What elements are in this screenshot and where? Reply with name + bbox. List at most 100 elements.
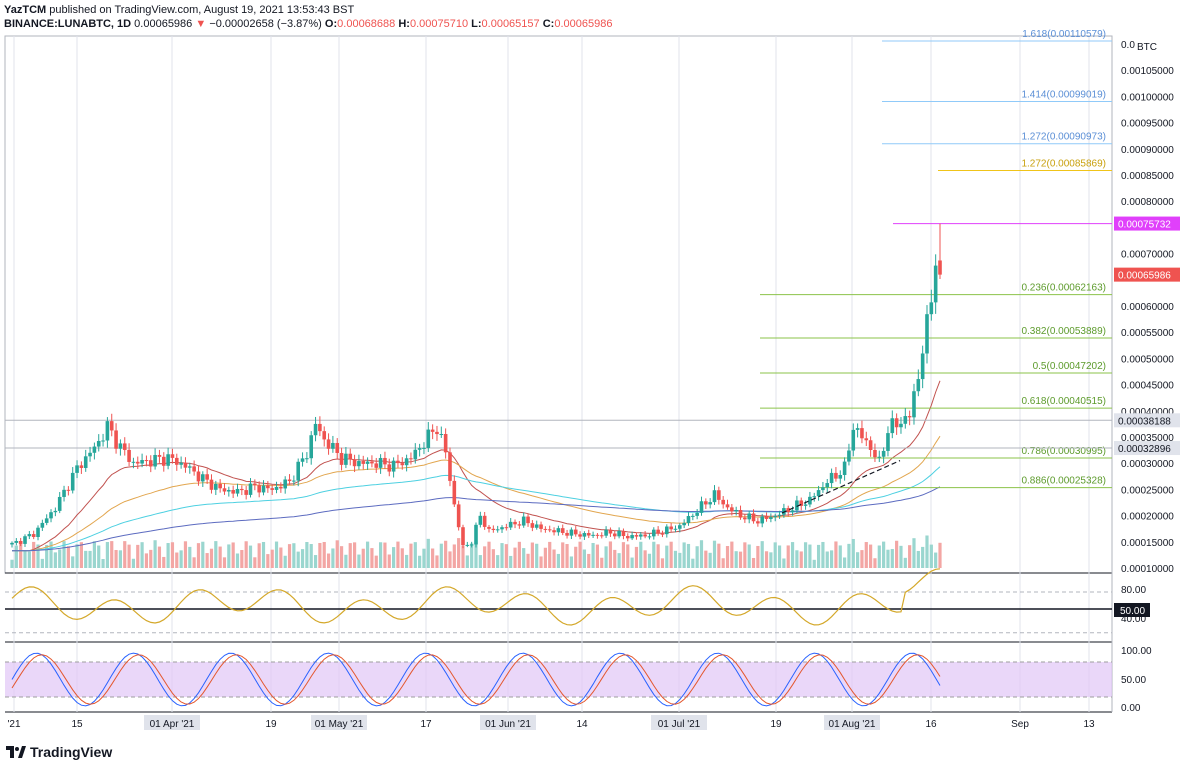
- candle-body: [309, 435, 314, 459]
- candle-body: [222, 488, 227, 492]
- candle-body: [465, 544, 470, 546]
- candle-body: [721, 499, 725, 505]
- y-tick-label: 0.00010000: [1121, 564, 1174, 575]
- price-badge-label: 0.00065986: [1118, 271, 1171, 282]
- candle-body: [756, 521, 760, 524]
- volume-bar: [40, 558, 44, 568]
- volume-bar: [569, 556, 574, 568]
- price-badge: [1114, 216, 1180, 231]
- volume-bar: [27, 551, 31, 568]
- candle-body: [482, 515, 487, 527]
- candle-body: [855, 428, 860, 430]
- candle-body: [235, 488, 240, 494]
- candle-body: [352, 459, 357, 467]
- fib-level-label: 1.618(0.00110579): [1022, 29, 1106, 40]
- rsi-badge: [1114, 603, 1150, 617]
- fib-level-label: 1.272(0.00085869): [1021, 158, 1106, 169]
- y-tick-label: 0.00025000: [1121, 485, 1174, 496]
- volume-bar: [730, 541, 734, 568]
- volume-bar: [882, 541, 886, 568]
- symbol-label[interactable]: BINANCE:LUNABTC, 1D: [4, 18, 132, 30]
- volume-bar: [45, 544, 49, 568]
- candle-body: [435, 431, 439, 435]
- volume-bar: [782, 558, 786, 568]
- candle-body: [244, 490, 248, 495]
- volume-bar: [738, 551, 743, 568]
- ohlc-line: BINANCE:LUNABTC, 1D 0.00065986 ▼ −0.0000…: [4, 17, 612, 31]
- y-tick-label: 0.00040000: [1121, 407, 1174, 418]
- candle-body: [383, 457, 387, 465]
- volume-bar: [274, 541, 279, 568]
- volume-bar: [418, 555, 422, 568]
- candle-body: [894, 418, 899, 428]
- candle-body: [461, 527, 465, 546]
- volume-bar: [829, 550, 834, 568]
- y-tick-label: 0.00055000: [1121, 328, 1174, 339]
- stoch-band: [5, 662, 1112, 697]
- stoch-level-label: 50.00: [1121, 675, 1146, 686]
- fib-level-label: 1.272(0.00090973): [1021, 132, 1106, 143]
- candle-body: [534, 524, 539, 528]
- volume-bar: [439, 543, 443, 568]
- volume-bar: [895, 540, 899, 568]
- candle-body: [873, 449, 877, 458]
- volume-bar: [647, 553, 652, 568]
- volume-bar: [409, 543, 413, 568]
- x-tick-label: '21: [7, 719, 20, 730]
- candle-body: [14, 540, 19, 543]
- volume-bar: [66, 546, 70, 568]
- candle-body: [829, 472, 834, 484]
- fib-level-label: 0.618(0.00040515): [1021, 396, 1106, 407]
- candle-body: [387, 464, 392, 472]
- y-tick-label: 0.00020000: [1121, 512, 1174, 523]
- y-tick-label: 0.00100000: [1121, 92, 1174, 103]
- candle-body: [612, 533, 617, 537]
- volume-bar: [526, 553, 530, 568]
- volume-bar: [75, 544, 79, 568]
- trend-line: [781, 460, 901, 514]
- x-tick-label: 13: [1083, 719, 1095, 730]
- close-label: C:: [542, 18, 555, 30]
- volume-bar: [925, 535, 929, 568]
- price-badge: [1114, 267, 1180, 282]
- candle-body: [31, 534, 36, 537]
- y-tick-label: 0.00105000: [1121, 66, 1174, 77]
- volume-bar: [491, 549, 495, 568]
- candle-body: [634, 535, 639, 537]
- candle-body: [409, 458, 413, 460]
- candle-body: [135, 461, 140, 464]
- candle-body: [673, 528, 678, 530]
- volume-bar: [136, 544, 140, 568]
- volume-bar: [530, 542, 534, 568]
- candle-body: [261, 485, 266, 493]
- x-tick-label: 19: [770, 719, 782, 730]
- volume-bar: [101, 559, 105, 568]
- fib-level-label: 0.382(0.00053889): [1021, 326, 1106, 337]
- author[interactable]: YazTCM: [4, 4, 47, 16]
- price-badge-label: 0.00038188: [1118, 416, 1171, 427]
- volume-bar: [188, 546, 192, 568]
- candle-body: [361, 461, 366, 464]
- candle-body: [287, 479, 292, 482]
- volume-bar: [331, 548, 335, 568]
- candle-body: [166, 454, 170, 466]
- stoch-level-label: 0.00: [1121, 703, 1141, 714]
- tradingview-logo[interactable]: TradingView: [6, 744, 112, 760]
- candle-body: [717, 490, 721, 500]
- rsi-badge-label: 50.00: [1120, 606, 1145, 617]
- candle-body: [860, 428, 864, 439]
- candle-body: [218, 483, 222, 489]
- open-value: 0.00068688: [337, 18, 396, 30]
- candle-body: [552, 530, 556, 533]
- candle-body: [331, 442, 335, 449]
- volume-bar: [535, 543, 539, 568]
- volume-bar: [634, 546, 639, 568]
- candle-body: [617, 530, 621, 537]
- volume-bar: [49, 541, 53, 568]
- volume-bar: [873, 558, 877, 568]
- candle-body: [266, 485, 270, 489]
- volume-bar: [834, 541, 838, 568]
- volume-bar: [296, 551, 300, 568]
- volume-bar: [869, 544, 873, 568]
